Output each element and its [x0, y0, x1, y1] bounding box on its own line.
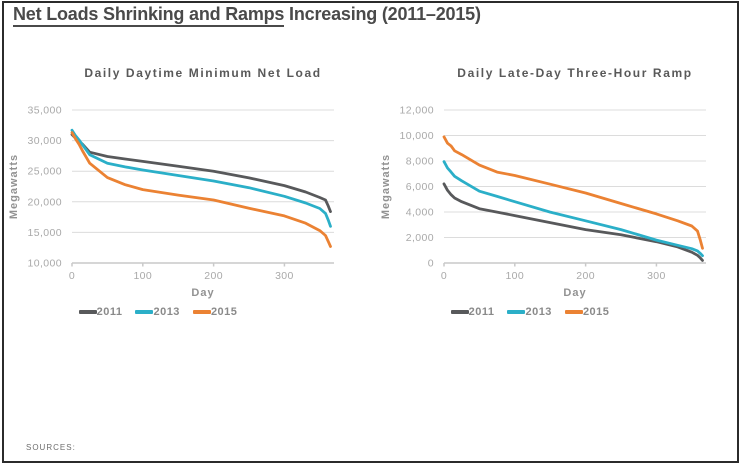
y-axis-title: Megawatts	[380, 154, 392, 219]
x-axis-title: Day	[191, 287, 214, 299]
legend-label: 2011	[468, 306, 495, 318]
x-tick-label: 200	[204, 270, 223, 282]
series-line-2015	[70, 131, 332, 248]
legend-item-2013: 2013	[507, 306, 551, 318]
legend-label: 2015	[210, 306, 238, 318]
legend-swatch-2011	[450, 310, 469, 314]
y-tick-label: 12,000	[399, 105, 434, 117]
x-tick-label: 300	[647, 270, 666, 282]
y-tick-label: 15,000	[27, 227, 62, 239]
chart-ramp: Daily Late-Day Three-Hour Ramp 0 2,000 4,00…	[372, 52, 744, 318]
sources-label: SOURCES:	[26, 443, 76, 452]
legend-item-2011: 2011	[78, 306, 123, 318]
x-tick-label: 100	[133, 270, 152, 282]
legend-label: 2015	[582, 306, 610, 318]
y-axis-title: Megawatts	[8, 154, 20, 219]
x-tick-label: 0	[69, 270, 75, 282]
y-tick-label: 20,000	[27, 196, 62, 208]
y-tick-label: 10,000	[399, 130, 434, 142]
y-tick-label: 0	[428, 258, 434, 270]
net-load-legend: 2011 2013 2015	[0, 306, 316, 318]
x-axis-title: Day	[563, 287, 586, 299]
series-line-2011	[442, 182, 704, 262]
y-tick-label: 25,000	[27, 166, 62, 178]
legend-item-2015: 2015	[564, 306, 610, 318]
y-tick-label: 6,000	[406, 181, 434, 193]
x-tick-label: 0	[441, 270, 447, 282]
ramp-plot: Daily Late-Day Three-Hour Ramp 0 2,000 4,00…	[380, 66, 706, 299]
ramp-legend: 2011 2013 2015	[372, 306, 688, 318]
y-tick-label: 4,000	[406, 207, 434, 219]
legend-item-2013: 2013	[135, 306, 179, 318]
legend-swatch-2015	[564, 310, 583, 314]
legend-item-2011: 2011	[450, 306, 495, 318]
legend-item-2015: 2015	[192, 306, 238, 318]
charts-row: Daily Daytime Minimum Net Load 10,000 15,0…	[0, 52, 744, 318]
y-tick-label: 30,000	[27, 135, 62, 147]
legend-label: 2011	[96, 306, 123, 318]
series-line-2013	[442, 160, 704, 258]
page-title-rest-part: Increasing (2011–2015)	[284, 4, 481, 24]
net-load-plot: Daily Daytime Minimum Net Load 10,000 15,0…	[8, 66, 334, 299]
legend-label: 2013	[153, 306, 180, 318]
x-tick-label: 200	[576, 270, 595, 282]
legend-swatch-2015	[192, 310, 211, 314]
y-tick-label: 2,000	[406, 232, 434, 244]
chart-net-load: Daily Daytime Minimum Net Load 10,000 15,0…	[0, 52, 372, 318]
chart-title: Daily Daytime Minimum Net Load	[84, 66, 321, 80]
chart-title: Daily Late-Day Three-Hour Ramp	[457, 66, 692, 80]
legend-swatch-2013	[507, 310, 526, 314]
legend-swatch-2013	[135, 310, 154, 314]
page-title: Net Loads Shrinking and Ramps Increasing…	[13, 4, 481, 27]
y-tick-label: 8,000	[406, 156, 434, 168]
page-title-underlined-part: Net Loads Shrinking and Ramps	[13, 4, 284, 27]
legend-label: 2013	[525, 306, 552, 318]
legend-swatch-2011	[78, 310, 97, 314]
x-tick-label: 300	[275, 270, 294, 282]
series-line-2013	[70, 128, 332, 228]
y-tick-label: 10,000	[27, 258, 62, 270]
x-tick-label: 100	[505, 270, 524, 282]
y-tick-label: 35,000	[27, 105, 62, 117]
series-line-2015	[442, 135, 704, 250]
